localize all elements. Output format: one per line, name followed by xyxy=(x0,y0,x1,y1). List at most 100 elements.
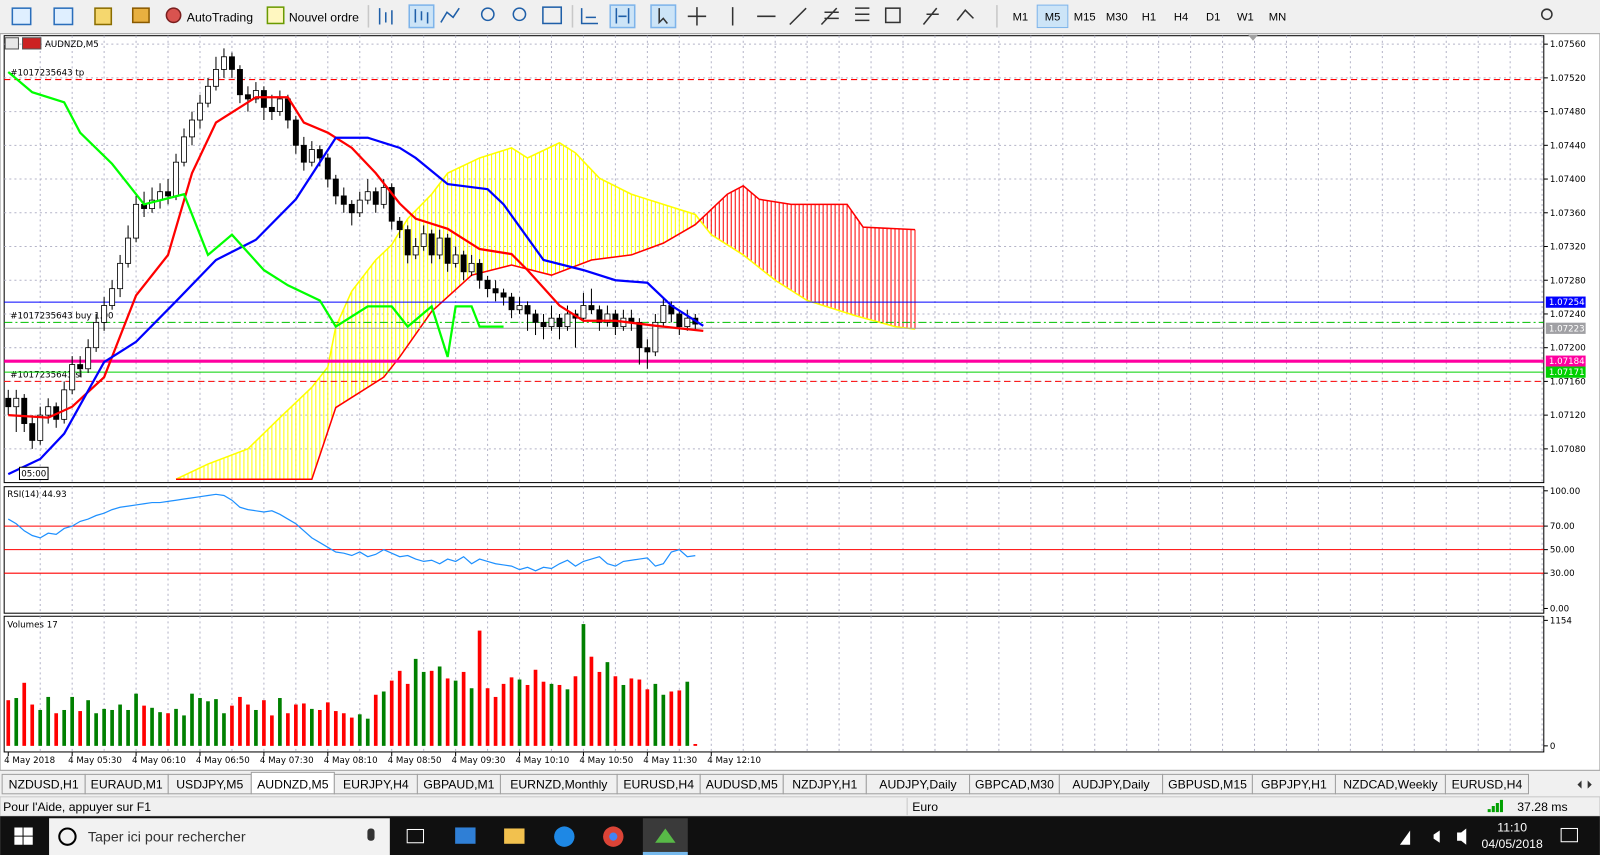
y-tick-label: 1154 xyxy=(1550,616,1573,626)
start-button[interactable] xyxy=(14,827,33,845)
x-tick-label: 4 May 06:10 xyxy=(132,756,186,766)
candle-body xyxy=(444,237,451,264)
candle-body xyxy=(380,187,387,205)
tab-scroll[interactable] xyxy=(1577,780,1592,789)
taskbar-app[interactable] xyxy=(455,827,476,844)
y-tick-label: 1.07320 xyxy=(1550,243,1586,253)
timeframe-button[interactable]: M15 xyxy=(1074,11,1096,23)
icon-navigator[interactable] xyxy=(131,7,150,24)
icon-autoscroll[interactable] xyxy=(580,8,598,25)
icon-trendline[interactable] xyxy=(789,7,807,26)
candle-body xyxy=(308,149,315,163)
icon-market[interactable] xyxy=(94,7,113,26)
icon-new-chart[interactable] xyxy=(11,7,32,26)
toolbar-button[interactable]: Nouvel ordre xyxy=(289,10,359,24)
volume-bar xyxy=(469,688,474,746)
candle-body xyxy=(252,90,259,100)
y-tick-label: 1.07560 xyxy=(1550,40,1586,50)
timeframe-button[interactable]: MN xyxy=(1269,11,1286,23)
volume-bar xyxy=(373,694,378,746)
timeframe-button[interactable]: M30 xyxy=(1106,11,1128,23)
taskbar-app[interactable] xyxy=(554,826,575,847)
volume-bar xyxy=(405,683,410,746)
icon-shapes[interactable] xyxy=(956,9,974,21)
volume-bar xyxy=(341,713,346,746)
x-tick-label: 4 May 08:10 xyxy=(324,756,378,766)
y-tick-label: 1.07440 xyxy=(1550,141,1586,151)
volume-bar xyxy=(621,684,626,746)
y-tick-label: 1.07520 xyxy=(1550,74,1586,84)
icon-bars[interactable] xyxy=(378,8,393,25)
candle-body xyxy=(340,195,347,205)
volume-bar xyxy=(557,684,562,746)
y-tick-label: 1.07400 xyxy=(1550,175,1586,185)
volume-bar xyxy=(517,679,522,746)
volume-bar xyxy=(453,680,458,746)
mic-icon[interactable] xyxy=(367,828,375,841)
icon-text[interactable] xyxy=(884,7,901,24)
tab-label: EURAUD,M1 xyxy=(91,778,163,792)
price-label: 1.07184 xyxy=(1549,357,1585,367)
candle-body xyxy=(316,149,323,159)
timeframe-button[interactable]: M5 xyxy=(1045,11,1061,23)
candle-body xyxy=(93,321,100,349)
icon-cursor-active[interactable] xyxy=(650,4,677,29)
tab-label: NZDJPY,H1 xyxy=(792,778,857,792)
volume-bar xyxy=(589,656,594,746)
candle-body xyxy=(13,397,20,408)
volume-bar xyxy=(270,715,274,746)
icon-new-order[interactable] xyxy=(266,6,285,25)
volume-bar xyxy=(637,679,642,746)
icon-profiles[interactable] xyxy=(53,7,74,26)
volume-bar xyxy=(325,702,330,746)
taskbar-explorer[interactable] xyxy=(504,828,525,844)
tab-label: GBPJPY,H1 xyxy=(1261,778,1327,792)
rsi-label: RSI(14) 44.93 xyxy=(7,490,66,500)
tab-label: GBPUSD,M15 xyxy=(1168,778,1247,792)
tab[interactable] xyxy=(1444,773,1529,795)
candle-body xyxy=(292,119,299,146)
task-view[interactable] xyxy=(406,828,425,844)
timeframe-button[interactable]: D1 xyxy=(1206,11,1220,23)
candle-body xyxy=(77,364,84,370)
tab-label: USDJPY,M5 xyxy=(176,778,243,792)
volume-bar xyxy=(477,630,482,746)
tab-label: AUDNZD,M5 xyxy=(257,778,329,792)
icon-line[interactable] xyxy=(440,7,460,23)
x-tick-label: 4 May 10:10 xyxy=(515,756,569,766)
y-tick-label: 0.00 xyxy=(1550,605,1569,615)
icon-crosshair[interactable] xyxy=(687,7,707,26)
volume-icon[interactable] xyxy=(1457,828,1467,845)
volume-bar xyxy=(70,696,75,746)
icon-tile[interactable] xyxy=(542,6,563,25)
candle-body xyxy=(588,305,595,311)
tab-label: EURNZD,Monthly xyxy=(510,778,608,792)
volume-bar xyxy=(254,709,258,746)
volume-bar xyxy=(549,683,554,746)
icon-channel[interactable] xyxy=(820,7,839,26)
icon-fibo[interactable] xyxy=(855,7,870,22)
icon-zoom-out[interactable] xyxy=(512,7,527,22)
icon-search[interactable] xyxy=(1540,8,1553,21)
candle-body xyxy=(205,85,211,104)
candle-body xyxy=(236,69,243,96)
x-tick-label: 4 May 11:30 xyxy=(643,756,697,766)
search-box[interactable] xyxy=(49,818,390,855)
y-tick-label: 1.07360 xyxy=(1550,209,1586,219)
tab-label: EURJPY,H4 xyxy=(343,778,409,792)
timeframe-button[interactable]: H1 xyxy=(1142,11,1156,23)
clock-time[interactable]: 11:10 xyxy=(1497,821,1527,835)
volume-bar xyxy=(198,698,202,746)
timeframe-button[interactable]: W1 xyxy=(1237,11,1254,23)
icon-autotrading[interactable] xyxy=(165,7,182,24)
timeframe-button[interactable]: M1 xyxy=(1013,11,1029,23)
icon-fibo-fan[interactable] xyxy=(922,7,939,25)
x-tick-label: 4 May 07:30 xyxy=(260,756,314,766)
candle-body xyxy=(149,199,156,209)
timeframe-button[interactable]: H4 xyxy=(1174,11,1188,23)
icon-zoom-in[interactable] xyxy=(480,7,495,22)
shift-marker[interactable] xyxy=(1247,34,1259,41)
toolbar-button[interactable]: AutoTrading xyxy=(187,10,253,24)
tab-label: GBPAUD,M1 xyxy=(423,778,494,792)
notifications[interactable] xyxy=(1560,827,1578,843)
